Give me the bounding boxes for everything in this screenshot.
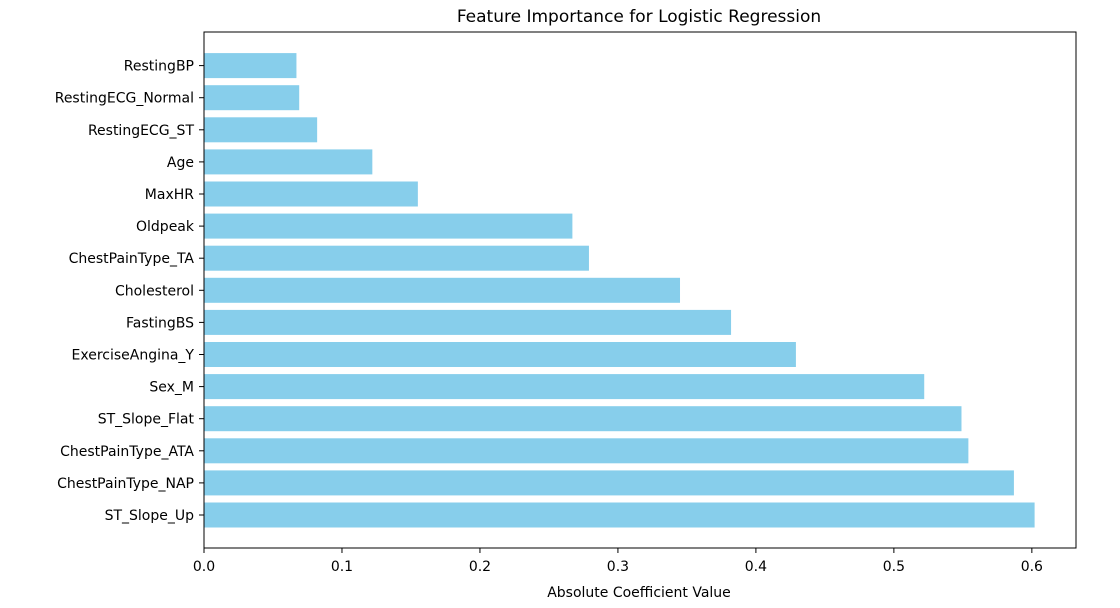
bar-exerciseangina-y [204,342,796,367]
bar-st-slope-flat [204,406,962,432]
y-tick-label: ChestPainType_TA [69,251,195,267]
bar-chestpaintype-ata [204,438,969,464]
y-tick-label: FastingBS [126,315,194,331]
y-tick-label: ExerciseAngina_Y [72,348,195,364]
y-tick-label: ST_Slope_Flat [98,412,195,428]
bar-oldpeak [204,213,573,239]
y-tick-label: Oldpeak [136,219,195,235]
y-tick-label: Cholesterol [115,283,194,299]
chart-title: Feature Importance for Logistic Regressi… [457,7,821,27]
bar-chestpaintype-nap [204,470,1014,496]
y-tick-label: Sex_M [149,380,194,396]
bar-restingbp [204,53,297,79]
y-tick-label: Age [167,155,194,171]
bar-chestpaintype-ta [204,245,589,271]
bar-st-slope-up [204,502,1035,528]
bar-age [204,149,373,175]
bar-sex-m [204,374,925,400]
y-tick-label: ChestPainType_NAP [57,476,194,492]
bar-restingecg-normal [204,85,300,111]
x-axis-label: Absolute Coefficient Value [547,585,731,601]
y-tick-label: RestingECG_Normal [55,91,194,107]
bar-cholesterol [204,277,681,303]
y-tick-label: RestingECG_ST [88,123,195,139]
bar-maxhr [204,181,418,207]
y-tick-label: MaxHR [145,187,194,203]
x-tick-label: 0.1 [331,559,353,575]
x-tick-label: 0.0 [193,559,215,575]
bar-fastingbs [204,309,732,335]
x-axis: 0.0 0.1 0.2 0.3 0.4 0.5 0.6 [193,548,1043,575]
y-tick-label: RestingBP [124,59,194,75]
x-tick-label: 0.5 [883,559,905,575]
x-tick-label: 0.4 [745,559,767,575]
plot-frame [203,31,1077,549]
y-tick-label: ChestPainType_ATA [60,444,194,460]
x-tick-label: 0.3 [607,559,629,575]
x-tick-label: 0.2 [469,559,491,575]
y-tick-label: ST_Slope_Up [105,508,195,524]
y-axis: ST_Slope_Up ChestPainType_NAP ChestPainTyp… [55,59,204,524]
x-tick-label: 0.6 [1021,559,1043,575]
bar-restingecg-st [204,117,318,143]
bars-group [204,53,1035,528]
